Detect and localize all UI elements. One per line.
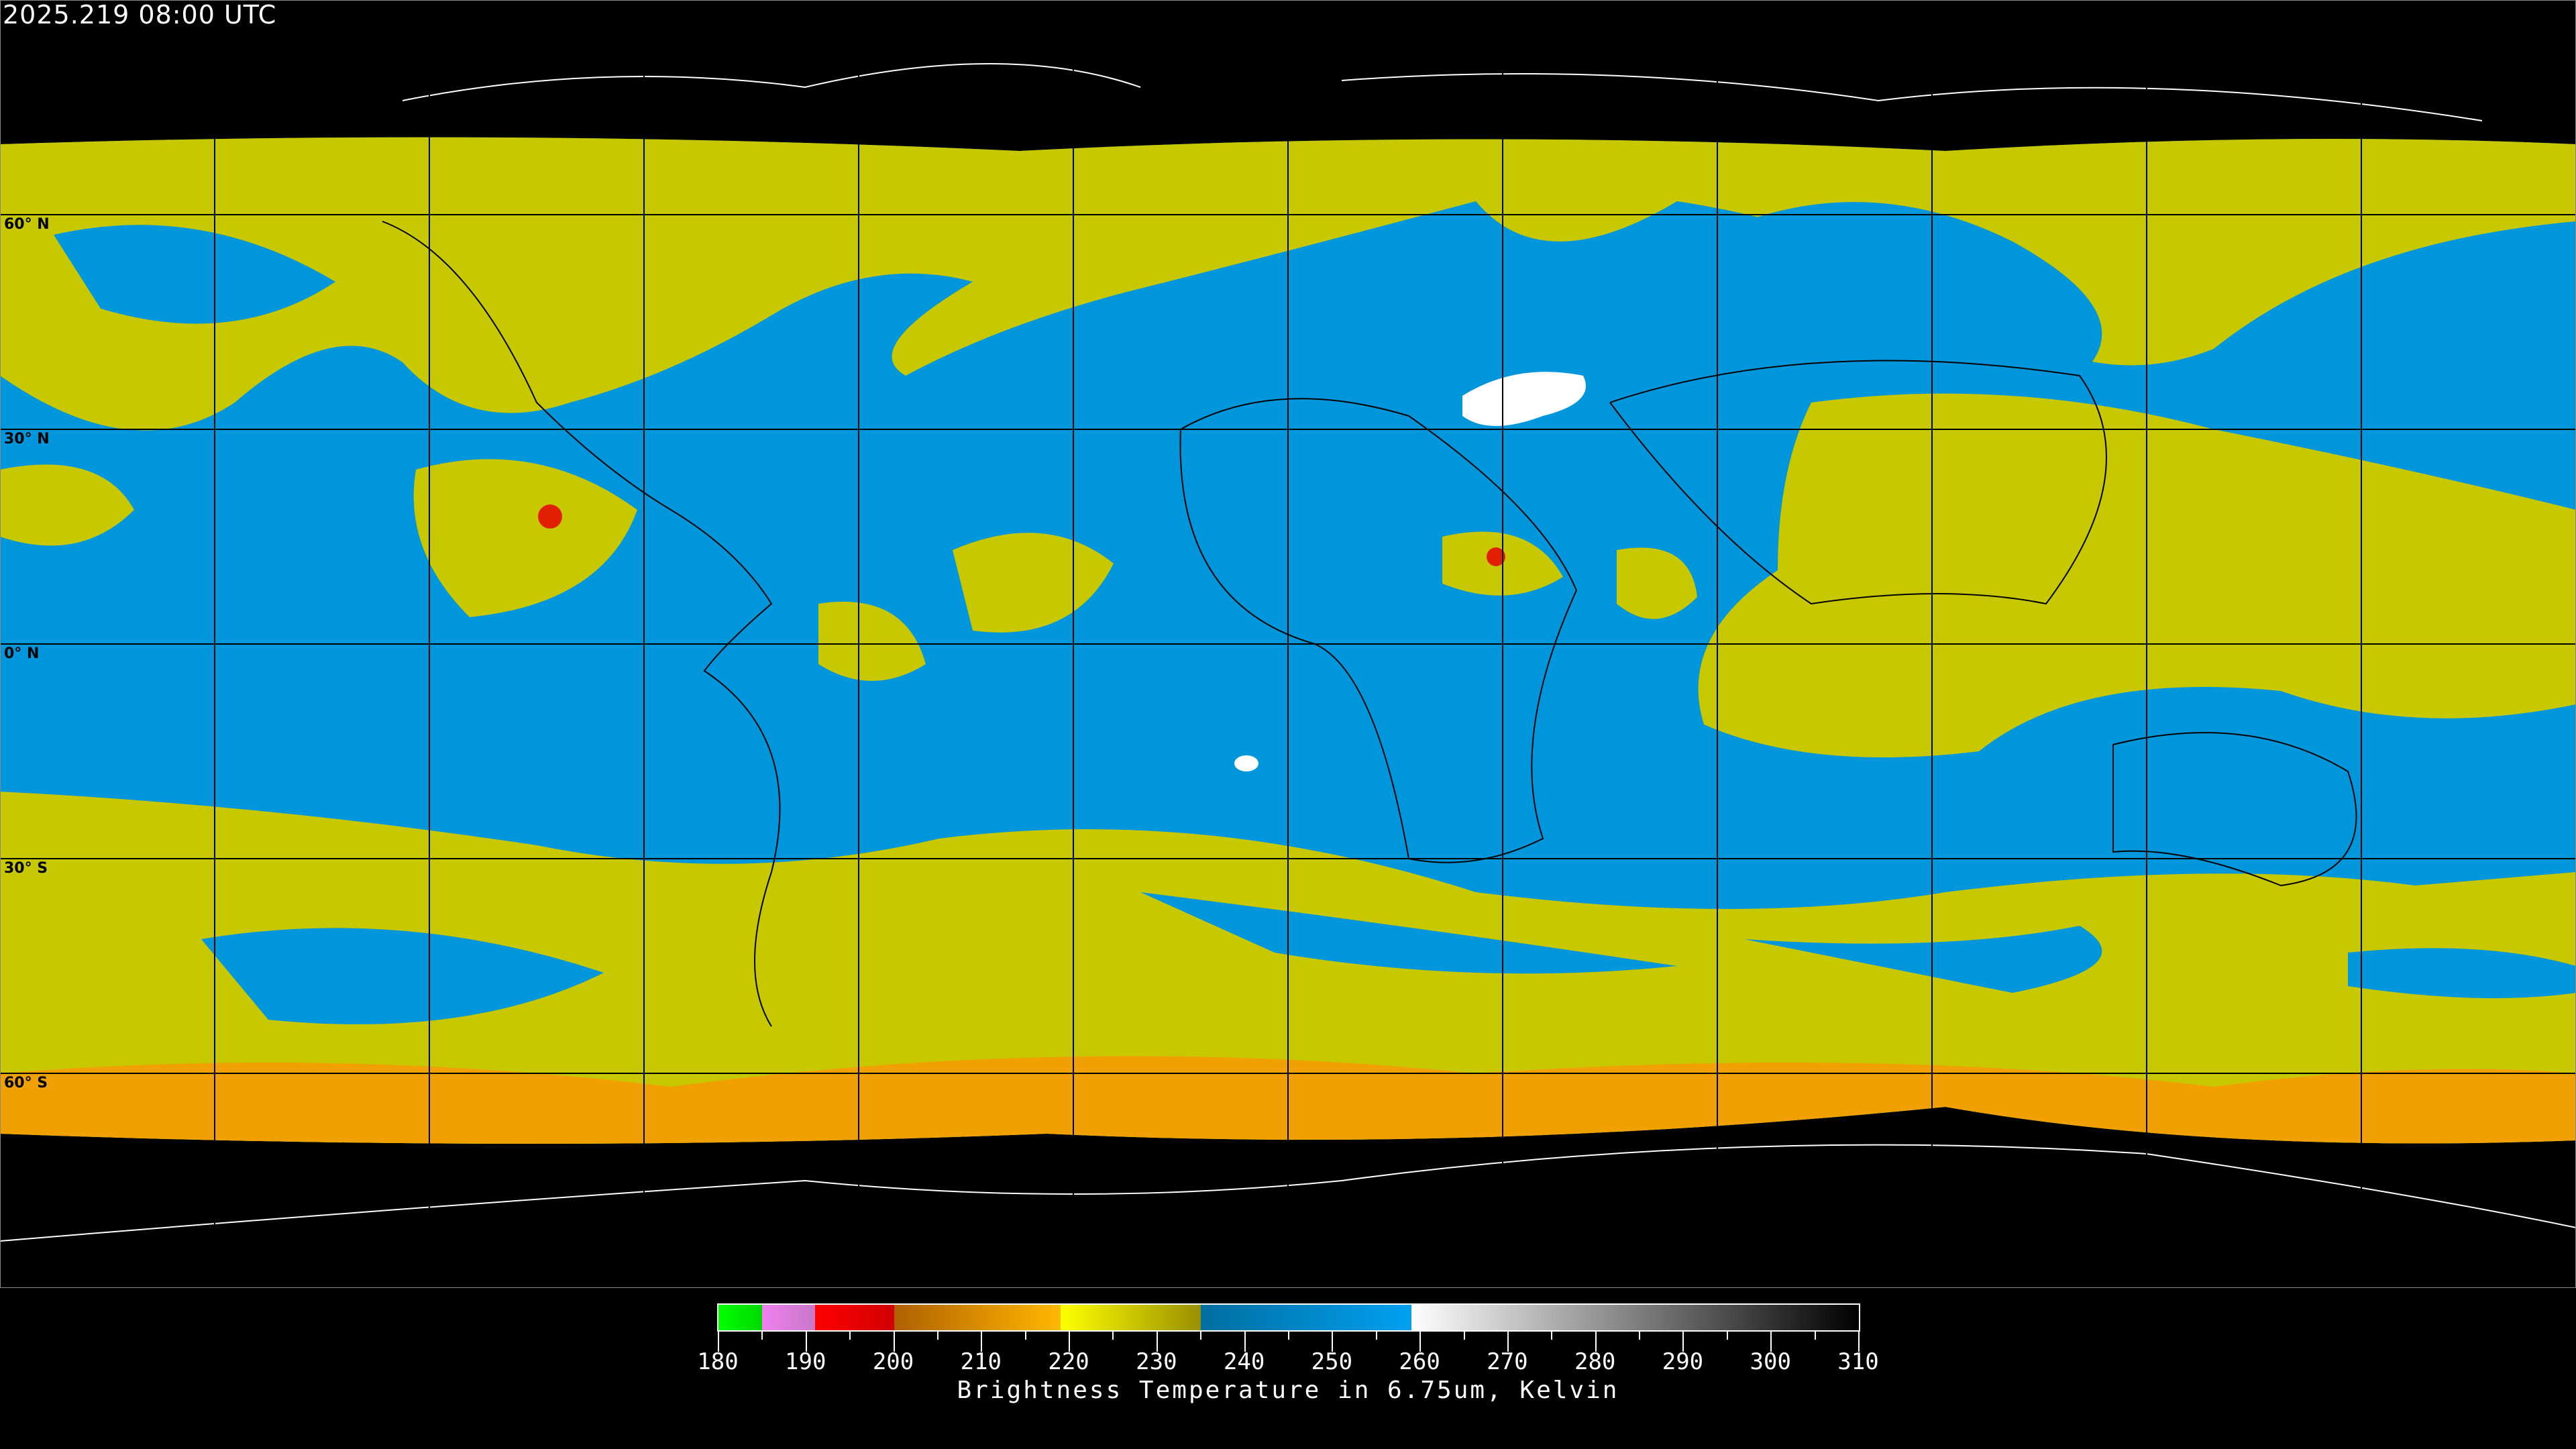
colorbar-tick — [1156, 1332, 1158, 1352]
timestamp: 2025.219 08:00 UTC — [3, 0, 277, 30]
lat-label-60n: 60° N — [4, 216, 50, 233]
lat-label-30n: 30° N — [4, 431, 50, 447]
colorbar-tick — [1814, 1332, 1816, 1340]
colorbar-tick-label: 190 — [785, 1348, 826, 1375]
lat-label-30s: 30° S — [4, 860, 48, 877]
colorbar-tick — [1639, 1332, 1641, 1340]
colorbar-segment — [762, 1305, 815, 1330]
lat-label-equator: 0° N — [4, 645, 40, 662]
colorbar-tick — [1595, 1332, 1597, 1352]
colorbar-tick — [849, 1332, 851, 1340]
colorbar-tick-label: 180 — [697, 1348, 739, 1375]
colorbar-tick — [761, 1332, 763, 1340]
colorbar-title: Brightness Temperature in 6.75um, Kelvin — [957, 1377, 1619, 1404]
colorbar-tick — [1419, 1332, 1421, 1352]
colorbar-tick-label: 300 — [1750, 1348, 1791, 1375]
colorbar-tick-label: 210 — [960, 1348, 1002, 1375]
colorbar-segment — [1060, 1305, 1201, 1330]
colorbar-tick — [1770, 1332, 1772, 1352]
colorbar-tick — [1858, 1332, 1860, 1352]
colorbar-tick — [1200, 1332, 1202, 1340]
colorbar-tick — [1375, 1332, 1377, 1340]
colorbar-tick — [1244, 1332, 1246, 1352]
colorbar-tick — [1112, 1332, 1114, 1340]
colorbar-tick-label: 250 — [1311, 1348, 1353, 1375]
colorbar-tick-label: 200 — [872, 1348, 914, 1375]
graticule — [0, 40, 2576, 1288]
colorbar-segment — [1411, 1305, 1859, 1330]
colorbar-tick-label: 240 — [1223, 1348, 1265, 1375]
colorbar-tick — [1288, 1332, 1289, 1340]
colorbar-tick-label: 260 — [1399, 1348, 1440, 1375]
colorbar-segment — [814, 1305, 894, 1330]
colorbar-tick — [1463, 1332, 1465, 1340]
colorbar-tick — [1726, 1332, 1728, 1340]
lat-label-60s: 60° S — [4, 1075, 48, 1091]
colorbar-tick — [1024, 1332, 1026, 1340]
colorbar-ticks — [717, 1332, 1860, 1352]
colorbar-segment — [718, 1305, 763, 1330]
colorbar-tick — [1551, 1332, 1553, 1340]
coastlines — [0, 63, 2576, 1242]
colorbar-tick — [1507, 1332, 1509, 1352]
water-vapor-map — [0, 40, 2576, 1288]
colorbar-tick — [1069, 1332, 1071, 1352]
colorbar-tick-label: 290 — [1662, 1348, 1704, 1375]
colorbar-tick-label: 270 — [1487, 1348, 1528, 1375]
colorbar-tick — [981, 1332, 983, 1352]
colorbar-tick — [1682, 1332, 1684, 1352]
colorbar-tick — [805, 1332, 807, 1352]
colorbar-segment — [894, 1305, 1061, 1330]
colorbar — [717, 1303, 1860, 1332]
colorbar-tick-label: 230 — [1136, 1348, 1177, 1375]
colorbar-tick — [893, 1332, 895, 1352]
colorbar-tick-label: 220 — [1048, 1348, 1089, 1375]
colorbar-tick — [936, 1332, 938, 1340]
colorbar-tick-label: 310 — [1837, 1348, 1879, 1375]
colorbar-tick — [718, 1332, 719, 1352]
colorbar-tick — [1332, 1332, 1334, 1352]
colorbar-segment — [1201, 1305, 1412, 1330]
colorbar-tick-label: 280 — [1574, 1348, 1616, 1375]
